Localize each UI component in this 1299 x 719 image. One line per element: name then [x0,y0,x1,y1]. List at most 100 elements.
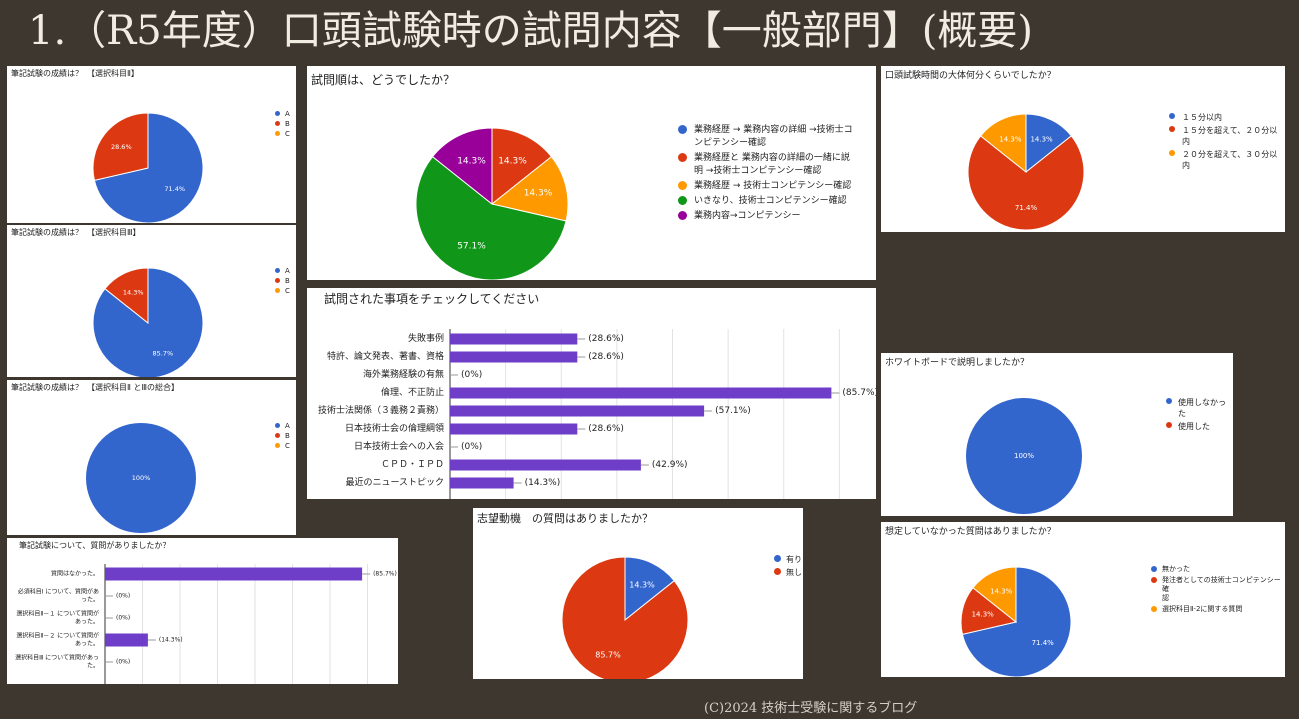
pie-chart: 85.7% 14.3% [92,267,204,377]
chart-title: 筆記試験の成績は？ 【選択科目Ⅱ とⅢの総合】 [11,383,179,392]
category-label: 海外業務経験の有無 [363,368,444,380]
legend-item: １５分を超えて、２０分以内 [1169,125,1285,147]
legend-label: いきなり、技術士コンピテンシー確認 [694,196,847,206]
bar-value-label: (14.3%) [159,637,183,644]
legend-item: 選択科目Ⅱ-2に関する質問 [1151,605,1285,614]
legend-item: 使用した [1166,421,1233,432]
legend-marker [275,278,280,283]
category-label: 選択科目Ⅲ について質問があった。 [15,654,99,670]
pie-slice-label: 100% [1014,452,1034,460]
chart-title: 志望動機 の質問はありましたか？ [477,512,653,525]
bar [105,633,148,647]
pie-slice-label: 14.3% [123,288,144,296]
chart-legend: 有り 無し [774,554,802,580]
pie-chart-panel-unexpected-questions: 想定していなかった質問はありましたか？ 71.4% 14.3% 14.3% 無かった… [881,522,1285,677]
category-label: 必須科目Ⅰ について、質問があった。 [18,588,99,604]
category-label: 選択科目Ⅱ－１ について質問があった。 [16,610,99,626]
bar [450,333,578,345]
legend-marker [1151,566,1157,572]
legend-marker [275,131,280,136]
pie-slice-label: 28.6% [111,143,132,151]
legend-label: １５分以内 [1182,113,1222,122]
bar-value-label: (0%) [461,442,482,452]
pie-chart: 100% [966,398,1082,514]
legend-item: B [275,432,290,440]
legend-marker [275,111,280,116]
legend-marker [678,125,687,134]
chart-legend: 無かった発注者としての技術士コンピテンシー確 認選択科目Ⅱ-2に関する質問 [1151,565,1285,616]
legend-label: C [285,287,290,295]
legend-label: B [285,432,290,440]
pie-slice-label: 14.3% [524,189,553,199]
bar [450,459,641,471]
chart-legend: 業務経歴 → 業務内容の詳細 →技術士コ ンピテンシー確認 業務経歴と 業務内容の… [678,124,853,225]
legend-label: 有り [786,555,802,564]
category-label: 倫理、不正防止 [381,386,444,398]
legend-label: 使用した [1178,422,1210,431]
legend-label: B [285,277,290,285]
legend-item: C [275,287,290,295]
legend-label: 業務内容→コンピテンシー [694,211,801,221]
pie-slice-label: 14.3% [498,157,527,167]
legend-item: 業務経歴 → 技術士コンピテンシー確認 [678,180,853,193]
chart-title: 想定していなかった質問はありましたか？ [885,527,1056,537]
legend-marker [1151,577,1157,583]
pie-slice [86,423,196,533]
legend-marker [774,555,781,562]
legend-item: B [275,277,290,285]
bar [450,423,578,435]
pie-slice [966,398,1082,514]
legend-marker [678,211,687,220]
legend-item: C [275,442,290,450]
bar-value-label: (57.1%) [715,406,751,416]
legend-marker [1169,150,1175,156]
legend-label: 無し [786,568,802,577]
pie-chart: 14.3% 85.7% [561,556,689,679]
legend-item: 無かった [1151,565,1285,574]
pie-slice [967,135,1085,231]
legend-item: 使用しなかった [1166,397,1233,419]
pie-slice-label: 85.7% [152,350,173,358]
category-label: 日本技術士会の倫理綱領 [345,422,444,434]
legend-marker [275,121,280,126]
pie-slice-label: 71.4% [1032,639,1055,647]
bar-value-label: (42.9%) [652,460,688,470]
legend-item: 発注者としての技術士コンピテンシー確 認 [1151,576,1285,603]
legend-label: ２０分を超えて、３０分以内 [1182,150,1278,170]
chart-title: 試問順は、どうでしたか？ [311,73,456,87]
chart-title: 筆記試験について、質問がありましたか？ [19,541,171,550]
category-label: 日本技術士会への入会 [354,440,444,452]
pie-chart-panel-motivation: 志望動機 の質問はありましたか？ 14.3% 85.7% 有り無し [473,508,803,679]
pie-slice [93,112,204,223]
bar-chart: (28.6%) 失敗事例 (28.6%) 特許、論文発表、著書、資格 (0%) 海外業務経… [318,329,876,499]
category-label: 失敗事例 [408,332,444,344]
bar-value-label: (0%) [116,659,130,666]
pie-slice [1025,113,1073,174]
bar-value-label: (85.7%) [373,571,397,578]
legend-label: B [285,120,290,128]
slide-title: 1.（R5年度）口頭試験時の試問内容【一般部門】(概要) [28,8,1033,54]
pie-slice [561,556,689,679]
bar [450,477,514,489]
pie-slice-label: 14.3% [629,580,655,589]
legend-marker [275,423,280,428]
category-label: 特許、論文発表、著書、資格 [327,350,444,362]
bar [450,405,705,417]
legend-item: A [275,422,290,430]
legend-marker [774,568,781,575]
legend-label: A [285,267,290,275]
bar [105,567,363,581]
legend-item: 有り [774,554,802,565]
pie-chart: 71.4% 28.6% [92,112,204,223]
legend-label: 業務経歴 → 業務内容の詳細 →技術士コ ンピテンシー確認 [694,125,853,148]
legend-label: A [285,110,290,118]
legend-item: A [275,267,290,275]
bar [450,351,578,363]
pie-slice-label: 14.3% [972,611,995,619]
bar-value-label: (28.6%) [588,352,624,362]
